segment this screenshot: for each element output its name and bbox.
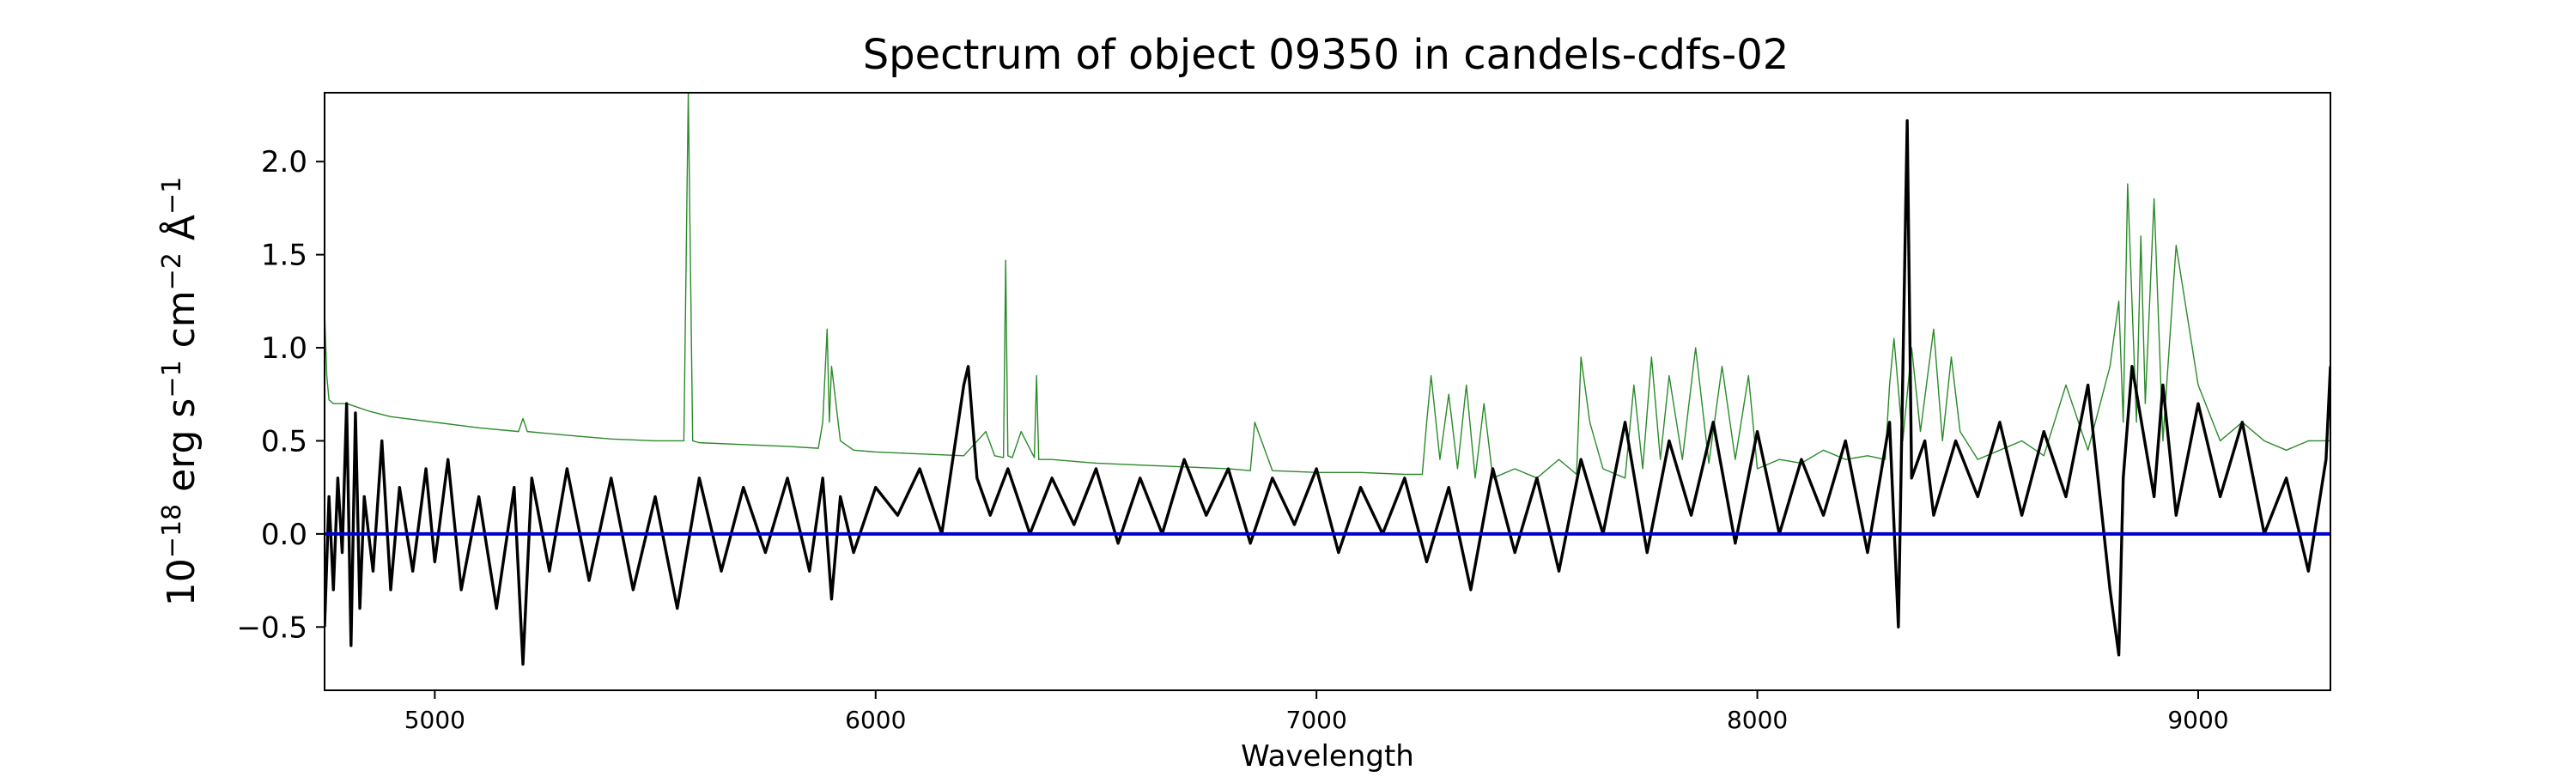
axes: 5000 6000 7000 8000 9000 −0.5 0.0 0.5 1.0 1.5 2.0 [236,145,2228,734]
x-tick-label: 8000 [1727,706,1788,734]
plot-frame [324,92,2331,691]
plot-area [325,93,2330,666]
y-tick-label: 2.0 [261,145,307,179]
y-axis-label-angstrom: Å [158,215,204,252]
chart-title: Spectrum of object 09350 in candels-cdfs… [863,31,1789,79]
y-axis-label-base: 10 [160,558,204,606]
x-tick-label: 7000 [1286,706,1347,734]
y-axis-label: 10−18 erg s−1 cm−2 Å−1 [157,177,204,606]
y-axis-label-exp3: −2 [157,252,187,290]
x-tick-label: 5000 [404,706,465,734]
y-axis-label-exp2: −1 [157,360,187,398]
x-tick-label: 9000 [2167,706,2228,734]
y-tick-label: 0.5 [261,424,307,458]
error-series-line [325,93,2330,479]
flux-series-line [325,118,2330,666]
x-axis-label: Wavelength [1241,739,1414,773]
y-axis-label-exp1: −18 [157,504,187,558]
x-tick-label: 6000 [845,706,906,734]
y-tick-label: 1.5 [261,239,307,273]
y-tick-label: 1.0 [261,331,307,366]
y-axis-label-cm: cm [160,290,204,360]
y-axis-label-exp4: −1 [157,177,187,215]
y-axis-label-erg-s: erg s [160,398,204,504]
y-tick-label: −0.5 [236,610,307,645]
y-tick-label: 0.0 [261,518,307,552]
